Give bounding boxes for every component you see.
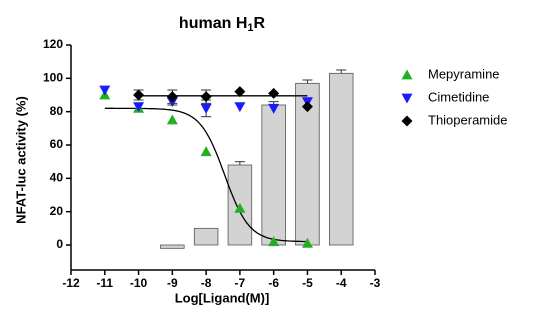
- data-point: [99, 85, 111, 96]
- data-point: [200, 91, 212, 103]
- bar: [193, 227, 219, 246]
- legend-marker: [401, 115, 413, 127]
- data-point: [268, 236, 280, 247]
- title-part: R: [254, 15, 266, 32]
- legend-label: Mepyramine: [428, 66, 500, 81]
- bar: [328, 72, 354, 246]
- chart-title: human H1R: [179, 15, 266, 34]
- data-point: [234, 86, 246, 98]
- y-tick-label: 120: [43, 37, 63, 51]
- bar: [160, 244, 185, 249]
- y-tick-label: 100: [43, 71, 63, 85]
- data-point: [200, 103, 212, 114]
- x-tick-label: -11: [96, 276, 113, 290]
- y-tick-label: 80: [50, 104, 64, 118]
- legend-label: Thioperamide: [428, 112, 508, 127]
- legend-marker: [401, 93, 413, 104]
- x-tick-label: -5: [302, 276, 313, 290]
- data-point: [133, 89, 145, 101]
- x-tick-label: -12: [62, 276, 80, 290]
- data-point: [234, 102, 246, 113]
- x-tick-label: -7: [235, 276, 246, 290]
- data-point: [268, 103, 280, 114]
- data-point: [268, 87, 280, 99]
- y-tick-label: 60: [50, 137, 64, 151]
- x-tick-label: -8: [201, 276, 212, 290]
- data-point: [133, 102, 145, 113]
- title-subscript: 1: [247, 22, 253, 34]
- data-point: [166, 91, 178, 103]
- x-tick-label: -6: [268, 276, 279, 290]
- y-axis-label: NFAT-luc activity (%): [13, 96, 28, 224]
- data-point: [301, 237, 313, 248]
- legend-label: Cimetidine: [428, 89, 489, 104]
- data-point: [234, 202, 246, 213]
- data-point: [166, 114, 178, 125]
- title-part: human H: [179, 15, 247, 32]
- bar: [261, 104, 286, 246]
- x-tick-label: -3: [370, 276, 381, 290]
- y-tick-label: 40: [50, 171, 64, 185]
- data-point: [200, 146, 212, 157]
- x-tick-label: -10: [130, 276, 148, 290]
- y-tick-label: 0: [56, 237, 63, 251]
- x-axis-label: Log[Ligand(M)]: [175, 290, 270, 305]
- data-point: [301, 101, 313, 113]
- y-tick-label: 20: [50, 204, 64, 218]
- legend-marker: [401, 69, 413, 80]
- x-tick-label: -4: [336, 276, 347, 290]
- x-tick-label: -9: [167, 276, 178, 290]
